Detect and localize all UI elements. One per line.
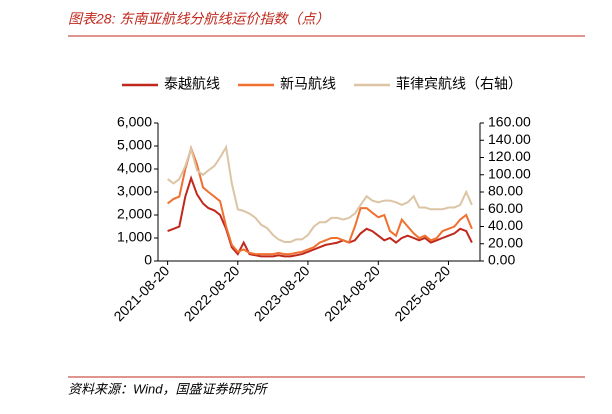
y2-tick-label: 140.00 — [488, 131, 531, 147]
legend-label: 新马航线 — [280, 76, 336, 92]
x-tick-label: 2025-08-20 — [391, 262, 453, 324]
series-line — [166, 145, 473, 256]
legend-label: 菲律宾航线（右轴） — [396, 76, 522, 92]
chart-title: 图表28: 东南亚航线分航线运价指数（点） — [68, 11, 329, 27]
legend-label: 泰越航线 — [164, 76, 220, 92]
y2-tick-label: 160.00 — [488, 114, 531, 130]
x-tick-label: 2021-08-20 — [110, 262, 172, 324]
y-tick-label: 0 — [144, 252, 152, 268]
source-note: 资料来源：Wind，国盛证券研究所 — [68, 381, 269, 396]
series-line — [167, 175, 473, 258]
y2-tick-label: 100.00 — [488, 165, 531, 181]
y-tick-label: 4,000 — [117, 160, 152, 176]
y2-tick-label: 20.00 — [488, 234, 523, 250]
y2-tick-label: 60.00 — [488, 200, 523, 216]
y2-tick-label: 0.00 — [488, 252, 515, 268]
y-tick-label: 1,000 — [117, 229, 152, 245]
x-tick-label: 2024-08-20 — [321, 262, 383, 324]
y-tick-label: 2,000 — [117, 206, 152, 222]
y2-tick-label: 120.00 — [488, 148, 531, 164]
y2-tick-label: 40.00 — [488, 217, 523, 233]
x-tick-label: 2023-08-20 — [251, 262, 313, 324]
y-tick-label: 6,000 — [117, 114, 152, 130]
y-tick-label: 3,000 — [117, 183, 152, 199]
x-tick-label: 2022-08-20 — [181, 262, 243, 324]
y-tick-label: 5,000 — [117, 137, 152, 153]
y2-tick-label: 80.00 — [488, 183, 523, 199]
series-line — [167, 144, 473, 243]
